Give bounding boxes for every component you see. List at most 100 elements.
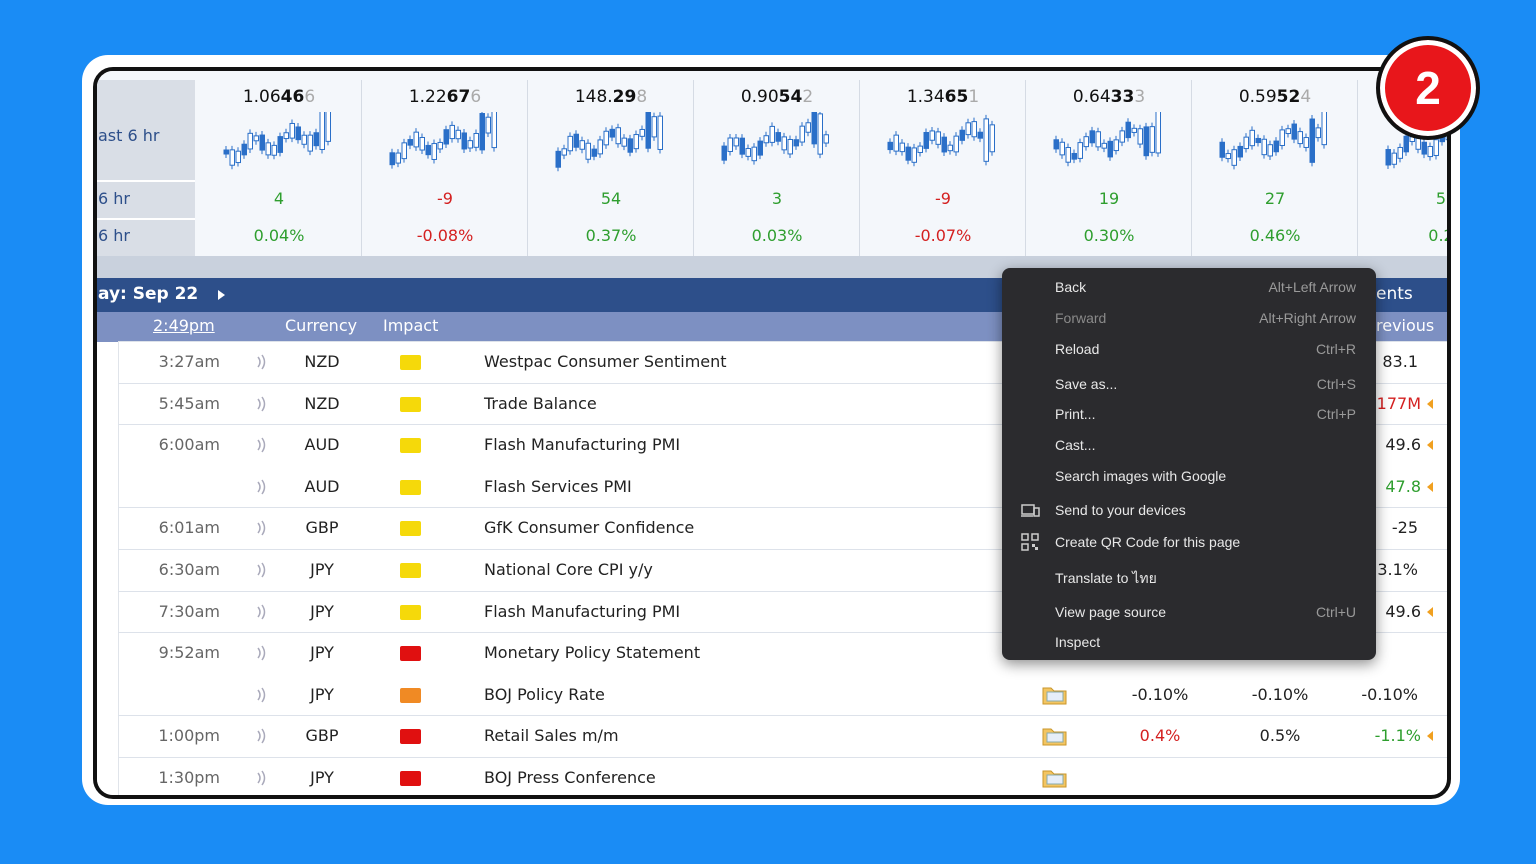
detail-folder [1042,728,1067,746]
column-separator [1191,80,1192,256]
change: 3 [771,189,783,208]
column-separator [1025,80,1026,256]
change: 5 [1435,189,1447,208]
change: -9 [935,189,951,208]
menu-item[interactable]: Print... [1055,406,1096,422]
currency: NZD [304,393,340,413]
price-part: 8 [636,87,648,107]
price: 148.298 [575,87,647,107]
event-title: National Core CPI y/y [484,560,653,579]
ticker-row-label: 6 hr [98,189,130,208]
time: 5:45am [158,393,220,413]
events-tab: ents [1376,284,1413,304]
price-part: 46 [280,87,305,107]
percent: 0.30% [1083,226,1135,245]
col-previous: revious [1376,316,1435,335]
row-separator [118,632,1447,634]
time: 1:00pm [158,726,220,746]
time: 7:30am [158,601,220,621]
event-title: Retail Sales m/m [484,726,619,746]
impact-icon [400,646,421,662]
currency: JPY [310,601,334,621]
event-title: Flash Manufacturing PMI [484,435,681,455]
sound-icon [257,604,266,620]
row-separator [118,382,1447,384]
menu-item[interactable]: Forward [1055,310,1107,326]
impact-icon [400,479,421,495]
actual: 0.4% [1139,726,1181,746]
event-title: GfK Consumer Confidence [484,518,695,538]
percent: -0.07% [914,226,972,245]
sparkline [223,112,331,170]
menu-item[interactable]: Create QR Code for this page [1055,534,1241,550]
sound-icon [257,354,266,370]
impact-icon [400,438,421,454]
row-separator [118,424,1447,426]
menu-item[interactable]: Translate to ไทย [1055,570,1157,586]
column-separator [361,80,362,256]
event-title: Flash Services PMI [484,476,632,496]
impact-icon [400,604,421,620]
revision-marker [1427,440,1433,451]
previous: -25 [1391,518,1418,538]
change: 54 [600,189,622,208]
time: 6:00am [158,435,220,455]
price-part: 2 [802,87,814,107]
menu-item[interactable]: Inspect [1055,634,1101,650]
price-part: 1.34 [906,87,945,107]
sound-icon [257,562,266,578]
previous: -1.1% [1374,726,1421,746]
price-part: 1 [968,87,980,107]
time: 1:30pm [158,768,220,787]
menu-item[interactable]: Save as... [1055,376,1118,392]
sound-icon [257,437,266,453]
price: 0.90542 [741,87,813,107]
event-title: Trade Balance [484,393,597,413]
menu-shortcut: Ctrl+S [1316,376,1356,392]
time: 6:01am [158,518,220,538]
currency: JPY [310,643,334,663]
menu-item[interactable]: Send to your devices [1055,502,1186,518]
price-part: 33 [1110,87,1135,107]
menu-item[interactable]: Reload [1055,341,1100,357]
day-label: ay: Sep 22 [98,284,199,304]
sound-icon [257,687,266,703]
event-title: Flash Manufacturing PMI [484,601,681,621]
col-time: 2:49pm [153,316,215,335]
menu-icon [1021,533,1039,551]
percent: 0.2 [1428,226,1447,245]
menu-item[interactable]: Search images with Google [1055,468,1227,484]
currency: NZD [304,352,340,371]
currency: JPY [310,560,334,579]
detail-folder [1042,770,1067,788]
sparkline [389,112,497,169]
price-part: 1.06 [242,87,281,107]
column-separator [1357,80,1358,256]
previous: 49.6 [1385,601,1421,621]
percent: 0.03% [751,226,803,245]
price-part: 0.59 [1238,87,1277,107]
price: 1.06466 [243,87,315,107]
time: 6:30am [158,560,220,579]
impact-icon [400,771,421,786]
price-part: 67 [446,87,471,107]
sound-icon [257,728,266,744]
row-separator [118,757,1447,758]
revision-marker [1427,731,1433,742]
row-separator [118,507,1447,509]
menu-item[interactable]: Back [1055,279,1087,295]
row-separator [118,341,1447,342]
currency: AUD [304,435,340,455]
price-part: 65 [944,87,969,107]
ticker-bg [97,71,1447,256]
sound-icon [257,479,266,495]
menu-item[interactable]: Cast... [1055,437,1096,453]
event-title: Monetary Policy Statement [484,643,701,663]
sound-icon [257,520,266,536]
next-day-arrow [218,290,225,300]
menu-item[interactable]: View page source [1055,604,1167,620]
sound-icon [257,396,266,412]
previous: 47.8 [1385,476,1421,496]
price-part: 6 [470,87,482,107]
